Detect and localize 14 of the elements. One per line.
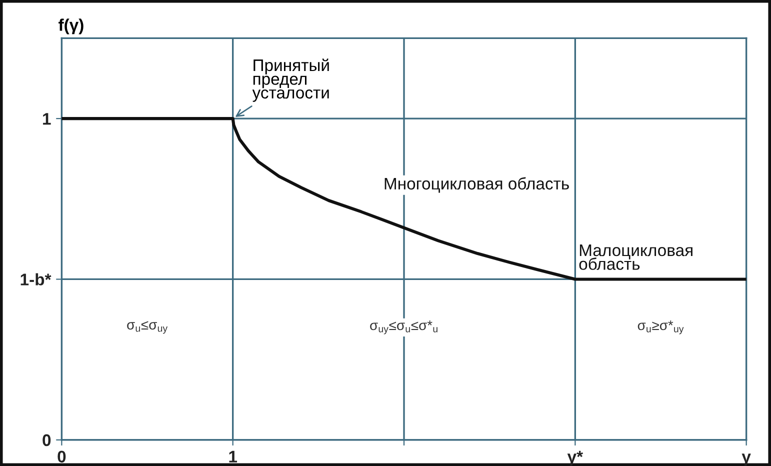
x-tick-label: γ*: [567, 450, 584, 466]
x-tick-label: 1: [229, 450, 238, 462]
annotation: Принятый предел усталости: [252, 58, 329, 102]
annotation: Малоцикловая область: [579, 244, 692, 270]
annotation: σ$_{u}$≥σ*$_{uy}$: [638, 320, 684, 334]
x-tick-label: γ: [742, 454, 751, 466]
annotation: σ$_{u}$≤σ$_{uy}$: [127, 321, 168, 334]
x-tick-label: 0: [58, 450, 66, 463]
y-tick-label: 1-b*: [20, 273, 52, 286]
annotation: σ$_{uy}$≤σ$_{u}$≤σ*$_{u}$: [370, 320, 438, 334]
annotation: Многоцикловая область: [384, 177, 569, 193]
y-axis-title: f(γ): [58, 18, 84, 34]
y-tick-label: 1: [43, 113, 51, 125]
y-tick-label: 0: [42, 434, 51, 446]
